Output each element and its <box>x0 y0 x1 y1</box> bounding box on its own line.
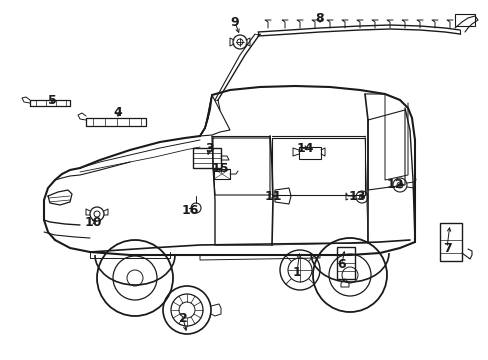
Bar <box>298 147 320 159</box>
Text: 3: 3 <box>205 141 214 154</box>
Text: 13: 13 <box>347 189 365 202</box>
Text: 10: 10 <box>84 216 102 229</box>
Text: 11: 11 <box>264 189 281 202</box>
Text: 14: 14 <box>296 141 313 154</box>
Text: 16: 16 <box>181 203 198 216</box>
Bar <box>193 148 221 168</box>
Text: 6: 6 <box>337 257 346 270</box>
Text: 15: 15 <box>211 162 228 175</box>
Bar <box>439 223 461 261</box>
Text: 8: 8 <box>315 12 324 24</box>
Text: 7: 7 <box>442 242 450 255</box>
Text: 12: 12 <box>386 177 403 190</box>
Bar <box>336 247 354 279</box>
Text: 4: 4 <box>113 105 122 118</box>
Text: 9: 9 <box>230 15 239 28</box>
Text: 2: 2 <box>178 311 187 324</box>
Text: 1: 1 <box>292 266 301 279</box>
Text: 5: 5 <box>47 94 56 107</box>
Bar <box>454 14 474 26</box>
